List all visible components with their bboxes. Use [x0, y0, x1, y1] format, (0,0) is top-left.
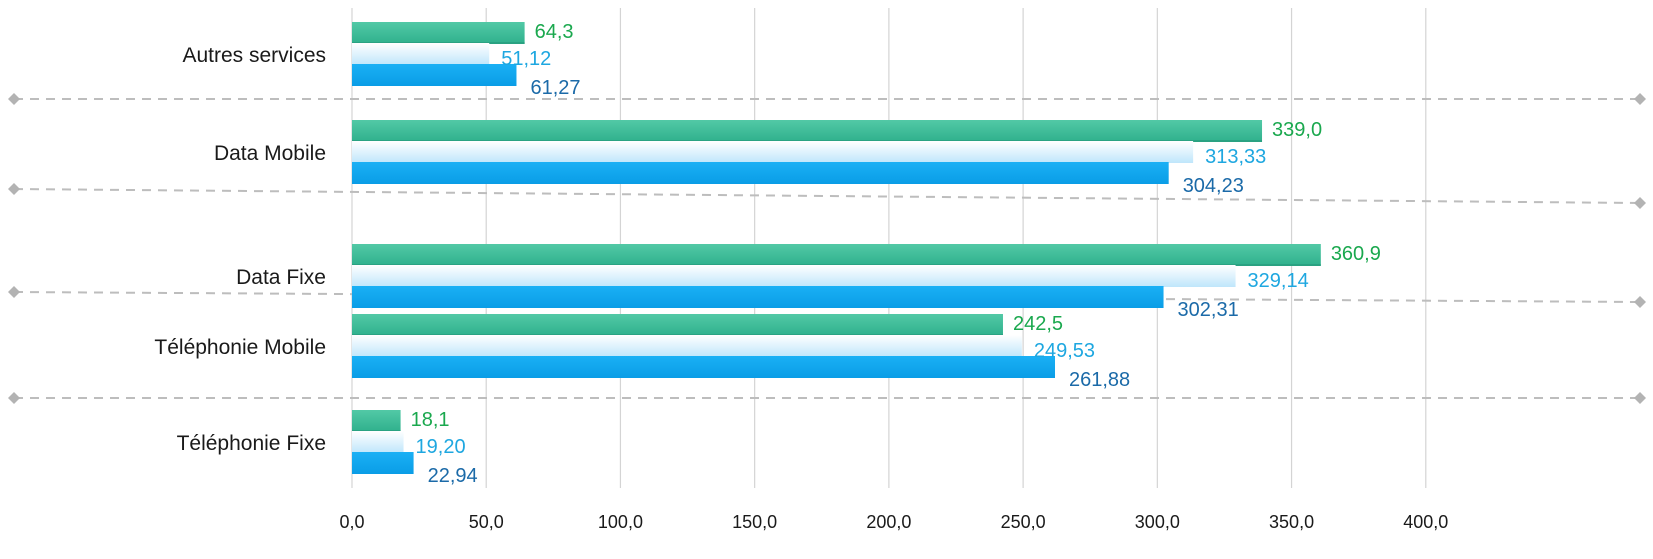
data-label: 302,31: [1178, 299, 1239, 321]
category-labels: Autres services Data Mobile Data Fixe Télép…: [154, 44, 326, 455]
data-label: 19,20: [416, 436, 466, 458]
separator-diamond-marker: [8, 392, 20, 404]
data-label: 329,14: [1248, 270, 1309, 292]
data-label: 51,12: [501, 48, 551, 70]
x-tick-label: 0,0: [339, 512, 364, 532]
separator-diamond-marker: [1634, 93, 1646, 105]
data-label: 304,23: [1183, 175, 1244, 197]
x-tick-label: 150,0: [732, 512, 777, 532]
x-tick-label: 250,0: [1001, 512, 1046, 532]
category-label: Data Fixe: [236, 266, 326, 289]
separator-diamond-marker: [8, 93, 20, 105]
category-label: Autres services: [182, 44, 326, 67]
x-tick-label: 300,0: [1135, 512, 1180, 532]
separator-diamond-marker: [8, 286, 20, 298]
bar: [352, 314, 1003, 336]
bar: [352, 356, 1056, 378]
data-label: 22,94: [428, 465, 478, 487]
bar: [352, 244, 1321, 266]
separator-diamond-marker: [8, 183, 20, 195]
category-separator: [13, 188, 1641, 204]
data-label: 18,1: [411, 409, 450, 431]
data-label: 242,5: [1013, 313, 1063, 335]
x-axis-tick-labels: 0,0 50,0 100,0 150,0 200,0 250,0 300,0 350,0 400…: [339, 512, 1448, 532]
bar: [352, 22, 525, 44]
data-label: 313,33: [1205, 146, 1266, 168]
bar: [352, 64, 517, 86]
bar: [352, 141, 1194, 163]
bars: [352, 22, 1321, 474]
x-tick-label: 50,0: [469, 512, 504, 532]
separator-diamond-marker: [1634, 296, 1646, 308]
bar: [352, 286, 1164, 308]
bar: [352, 335, 1022, 357]
x-tick-label: 100,0: [598, 512, 643, 532]
data-label: 249,53: [1034, 340, 1095, 362]
separator-diamond-marker: [1634, 392, 1646, 404]
data-label: 64,3: [535, 21, 574, 43]
x-tick-label: 200,0: [866, 512, 911, 532]
data-labels: 64,3 51,12 61,27 339,0 313,33 304,23 360,9 329,…: [411, 21, 1381, 487]
bar: [352, 431, 404, 453]
category-label: Téléphonie Fixe: [177, 432, 326, 455]
data-label: 339,0: [1272, 119, 1322, 141]
x-tick-label: 400,0: [1403, 512, 1448, 532]
bar: [352, 452, 414, 474]
category-separators: [8, 93, 1646, 404]
bar: [352, 120, 1263, 142]
bar: [352, 43, 490, 65]
x-tick-label: 350,0: [1269, 512, 1314, 532]
category-label: Téléphonie Mobile: [154, 336, 326, 359]
bar: [352, 265, 1236, 287]
data-label: 360,9: [1331, 243, 1381, 265]
bar: [352, 410, 401, 432]
category-label: Data Mobile: [214, 142, 326, 165]
data-label: 261,88: [1069, 369, 1130, 391]
bar: [352, 162, 1169, 184]
data-label: 61,27: [530, 77, 580, 99]
separator-diamond-marker: [1634, 197, 1646, 209]
